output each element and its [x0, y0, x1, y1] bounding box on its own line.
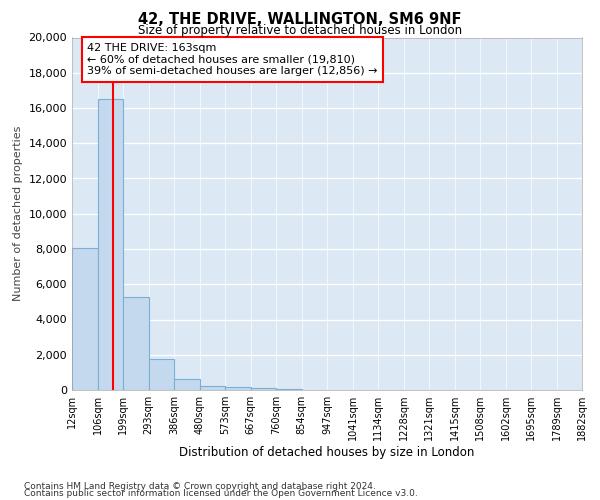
Bar	[225, 388, 251, 390]
Bar	[72, 248, 98, 390]
Bar	[98, 99, 123, 390]
Y-axis label: Number of detached properties: Number of detached properties	[13, 126, 23, 302]
Text: Size of property relative to detached houses in London: Size of property relative to detached ho…	[138, 24, 462, 37]
Text: Contains public sector information licensed under the Open Government Licence v3: Contains public sector information licen…	[24, 490, 418, 498]
Bar	[174, 380, 200, 390]
X-axis label: Distribution of detached houses by size in London: Distribution of detached houses by size …	[179, 446, 475, 459]
Text: Contains HM Land Registry data © Crown copyright and database right 2024.: Contains HM Land Registry data © Crown c…	[24, 482, 376, 491]
Bar	[251, 388, 276, 390]
Text: 42, THE DRIVE, WALLINGTON, SM6 9NF: 42, THE DRIVE, WALLINGTON, SM6 9NF	[138, 12, 462, 28]
Bar	[123, 296, 149, 390]
Bar	[149, 359, 174, 390]
Bar	[276, 389, 302, 390]
Text: 42 THE DRIVE: 163sqm
← 60% of detached houses are smaller (19,810)
39% of semi-d: 42 THE DRIVE: 163sqm ← 60% of detached h…	[88, 43, 378, 76]
Bar	[200, 386, 225, 390]
